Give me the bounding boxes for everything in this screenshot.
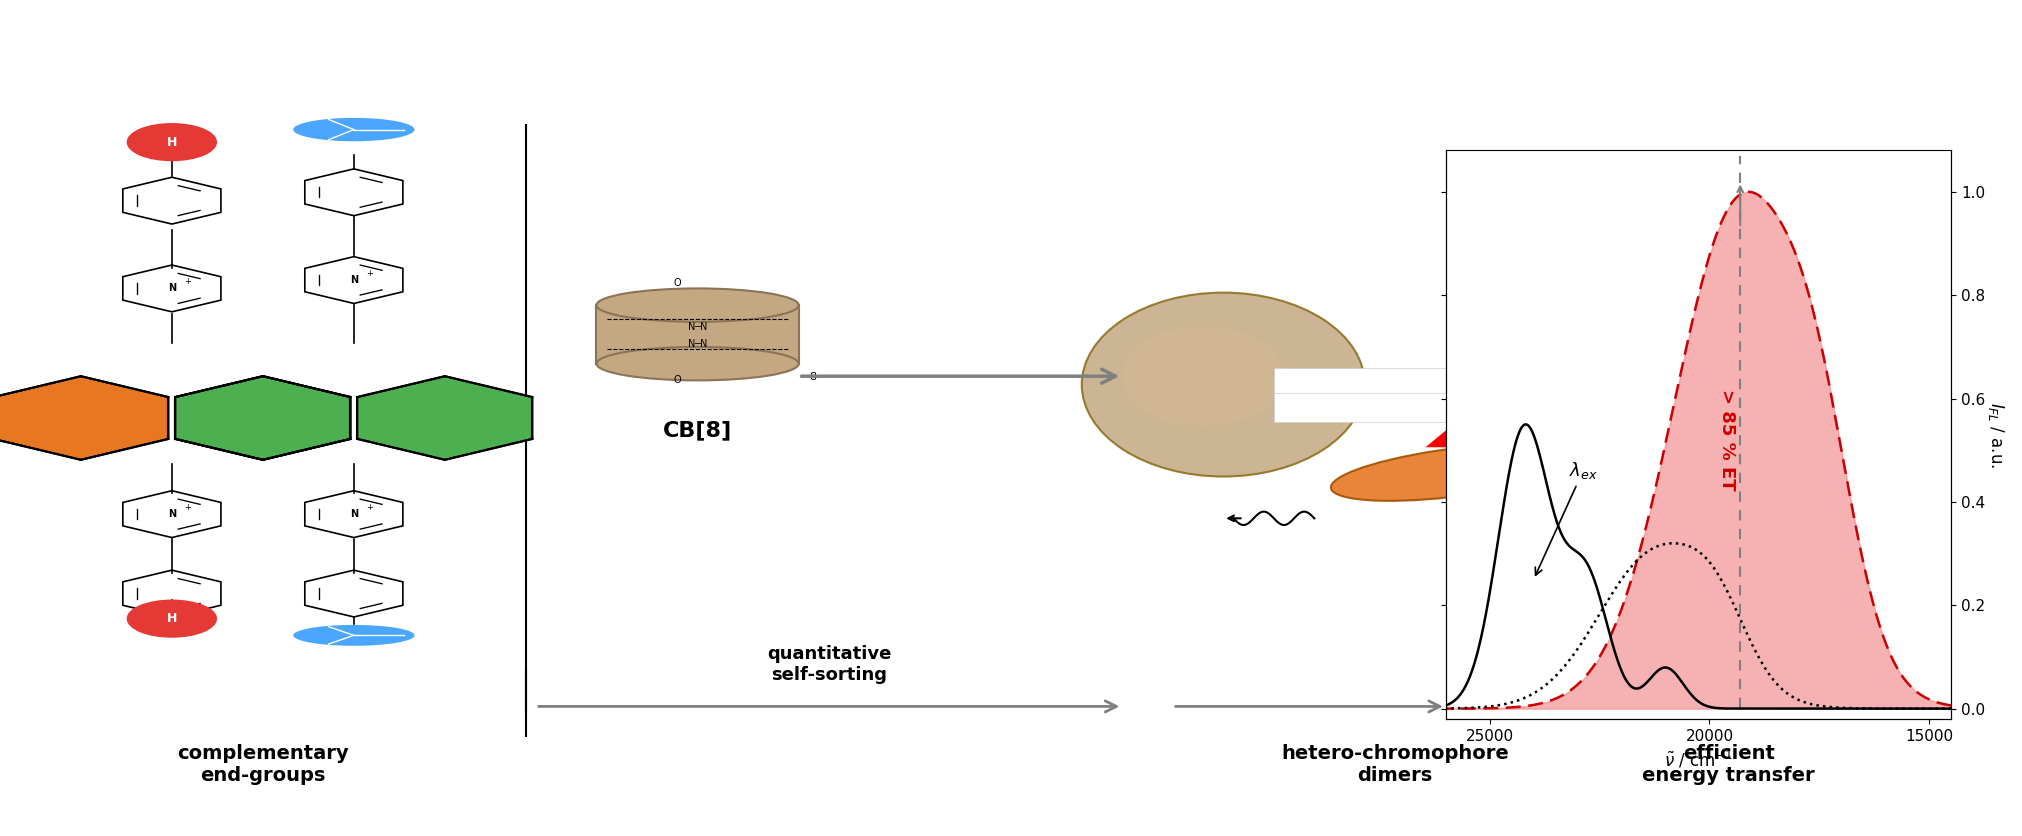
Text: +: +: [184, 503, 192, 512]
Polygon shape: [1274, 368, 1607, 401]
Ellipse shape: [1516, 293, 1800, 477]
Ellipse shape: [1557, 326, 1719, 426]
Polygon shape: [358, 376, 532, 460]
Ellipse shape: [1330, 444, 1581, 501]
Text: +: +: [184, 278, 192, 286]
Polygon shape: [1274, 393, 1607, 422]
Polygon shape: [176, 376, 350, 460]
Text: hetero-chromophore
dimers: hetero-chromophore dimers: [1282, 744, 1508, 786]
Text: CB[8]: CB[8]: [663, 421, 732, 441]
Circle shape: [1474, 338, 1498, 348]
Ellipse shape: [596, 347, 799, 380]
Polygon shape: [305, 570, 402, 617]
Polygon shape: [596, 305, 799, 364]
Polygon shape: [176, 376, 350, 460]
Polygon shape: [123, 265, 220, 312]
Text: quantitative
self-sorting: quantitative self-sorting: [766, 645, 892, 684]
Text: O: O: [673, 375, 681, 385]
Text: N: N: [168, 283, 176, 293]
Text: efficient
energy transfer: efficient energy transfer: [1642, 744, 1816, 786]
Ellipse shape: [1504, 288, 1690, 330]
Polygon shape: [305, 169, 402, 216]
Text: H: H: [166, 135, 178, 149]
Polygon shape: [305, 257, 402, 303]
Text: 8: 8: [809, 372, 817, 382]
Text: N: N: [350, 509, 358, 519]
Ellipse shape: [596, 288, 799, 322]
Text: O: O: [673, 278, 681, 288]
Text: ET: ET: [1589, 304, 1605, 314]
Text: complementary
end-groups: complementary end-groups: [178, 744, 348, 786]
Ellipse shape: [293, 118, 415, 141]
Circle shape: [1514, 321, 1539, 331]
Circle shape: [127, 124, 216, 161]
Polygon shape: [123, 570, 220, 617]
Polygon shape: [305, 491, 402, 538]
Text: $\lambda_{ex}$: $\lambda_{ex}$: [1535, 460, 1597, 575]
Text: +: +: [366, 503, 374, 512]
Circle shape: [1535, 346, 1559, 356]
X-axis label: $\tilde{\nu}$ / cm$^{-1}$: $\tilde{\nu}$ / cm$^{-1}$: [1664, 749, 1733, 770]
Polygon shape: [0, 376, 168, 460]
Ellipse shape: [1082, 293, 1365, 477]
Circle shape: [127, 600, 216, 637]
Text: N: N: [168, 509, 176, 519]
Circle shape: [1484, 308, 1508, 319]
Text: N: N: [350, 275, 358, 285]
Polygon shape: [123, 177, 220, 224]
Text: H: H: [166, 612, 178, 625]
Ellipse shape: [293, 625, 415, 645]
Ellipse shape: [1122, 326, 1284, 426]
Text: $\rm N \!\!-\!\! N$: $\rm N \!\!-\!\! N$: [687, 320, 708, 332]
Text: > 85 % ET: > 85 % ET: [1719, 389, 1737, 491]
Polygon shape: [123, 491, 220, 538]
Text: $\rm N \!\!-\!\! N$: $\rm N \!\!-\!\! N$: [687, 337, 708, 349]
Polygon shape: [1426, 431, 1466, 447]
Y-axis label: $I_{FL}$ / a.u.: $I_{FL}$ / a.u.: [1986, 401, 2006, 468]
Text: +: +: [366, 269, 374, 278]
